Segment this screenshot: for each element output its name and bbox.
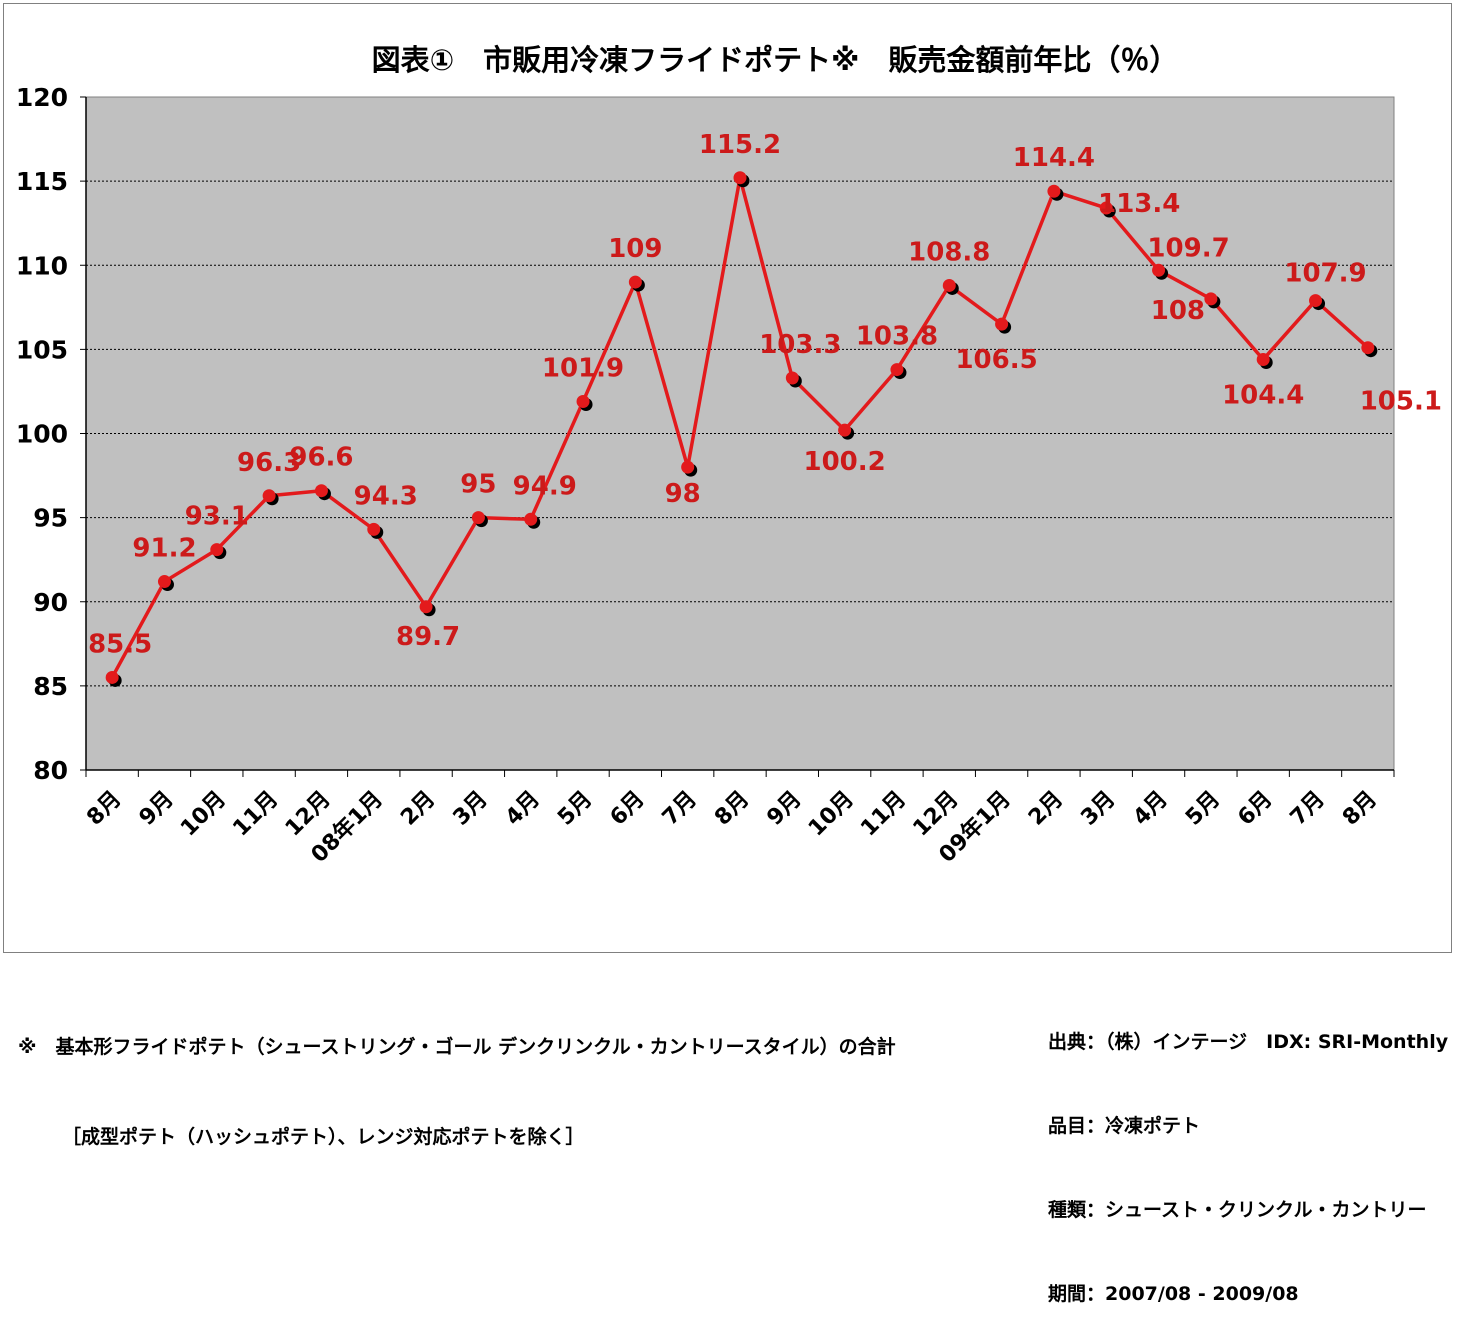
x-tick-label: 2月 bbox=[1024, 787, 1068, 831]
data-point bbox=[419, 600, 433, 614]
data-point bbox=[890, 363, 904, 377]
data-point bbox=[524, 512, 538, 526]
data-label: 96.3 bbox=[237, 448, 301, 478]
data-label: 106.5 bbox=[955, 345, 1037, 375]
line-chart: 図表① 市販用冷凍フライドポテト※ 販売金額前年比（％） 80 85 90 95 100… bbox=[16, 43, 1442, 868]
x-tick-label: 3月 bbox=[1076, 787, 1120, 831]
x-tick-label: 2月 bbox=[396, 787, 440, 831]
chart-frame bbox=[3, 3, 1452, 953]
x-tick-label: 4月 bbox=[501, 787, 545, 831]
x-tick-label: 7月 bbox=[1286, 787, 1330, 831]
data-label: 93.1 bbox=[185, 502, 249, 532]
type-line: 種類：シュースト・クリンクル・カントリー bbox=[1048, 1199, 1427, 1221]
data-point bbox=[576, 395, 590, 409]
x-tick-label: 11月 bbox=[856, 787, 911, 842]
y-tick-label: 80 bbox=[33, 756, 68, 785]
y-tick-label: 120 bbox=[16, 83, 68, 112]
chart-title: 図表① 市販用冷凍フライドポテト※ 販売金額前年比（％） bbox=[372, 43, 1179, 77]
y-tick-label: 100 bbox=[16, 420, 68, 449]
data-label: 108 bbox=[1151, 296, 1205, 326]
data-label: 100.2 bbox=[804, 447, 886, 477]
source-info: 出典：（株）インテージ IDX: SRI-Monthly 品目：冷凍ポテト 種類… bbox=[1048, 972, 1448, 1336]
data-point bbox=[628, 275, 642, 289]
data-label: 105.1 bbox=[1360, 387, 1442, 417]
x-tick-label: 9月 bbox=[135, 787, 179, 831]
data-point bbox=[1047, 184, 1061, 198]
data-point bbox=[314, 484, 328, 498]
data-point bbox=[995, 317, 1009, 331]
data-label: 85.5 bbox=[88, 629, 152, 659]
y-tick-label: 105 bbox=[16, 335, 68, 364]
x-tick-label: 6月 bbox=[1233, 787, 1277, 831]
data-point bbox=[157, 575, 171, 589]
data-point bbox=[1361, 341, 1375, 355]
data-label: 94.9 bbox=[513, 471, 577, 501]
data-label: 107.9 bbox=[1284, 259, 1366, 289]
data-point bbox=[942, 278, 956, 292]
data-point bbox=[471, 511, 485, 525]
x-tick-label: 6月 bbox=[606, 787, 650, 831]
footnote-line-1: ※ 基本形フライドポテト（シューストリング・ゴール デンクリンクル・カントリース… bbox=[18, 1036, 896, 1058]
source-line: 出典：（株）インテージ IDX: SRI-Monthly bbox=[1048, 1031, 1449, 1053]
y-tick-label: 110 bbox=[16, 251, 68, 280]
x-tick-label: 11月 bbox=[228, 787, 283, 842]
data-label: 108.8 bbox=[908, 237, 990, 267]
footnote-line-2: ［成型ポテト（ハッシュポテト）、レンジ対応ポテトを除く］ bbox=[62, 1126, 585, 1148]
data-label: 103.3 bbox=[759, 330, 841, 360]
data-label: 101.9 bbox=[542, 354, 624, 384]
x-tick-label: 10月 bbox=[176, 787, 231, 842]
data-label: 113.4 bbox=[1098, 189, 1180, 219]
footnote: ※ 基本形フライドポテト（シューストリング・ゴール デンクリンクル・カントリース… bbox=[18, 972, 896, 1182]
data-point bbox=[262, 489, 276, 503]
y-tick-label: 85 bbox=[33, 672, 68, 701]
item-line: 品目：冷凍ポテト bbox=[1048, 1115, 1201, 1137]
data-point bbox=[1309, 294, 1323, 308]
data-label: 94.3 bbox=[354, 481, 418, 511]
period-line: 期間：2007/08 - 2009/08 bbox=[1048, 1283, 1299, 1305]
y-tick-label: 95 bbox=[33, 504, 68, 533]
data-point bbox=[733, 171, 747, 185]
x-tick-label: 5月 bbox=[553, 787, 597, 831]
y-tick-label: 90 bbox=[33, 588, 68, 617]
data-label: 98 bbox=[665, 479, 701, 509]
x-tick-label: 7月 bbox=[658, 787, 702, 831]
data-label: 114.4 bbox=[1013, 143, 1095, 173]
data-point bbox=[1099, 201, 1113, 215]
data-point bbox=[785, 371, 799, 385]
data-point bbox=[105, 670, 119, 684]
data-label: 89.7 bbox=[396, 622, 460, 652]
data-label: 109 bbox=[608, 234, 662, 264]
x-tick-label: 4月 bbox=[1129, 787, 1173, 831]
data-point bbox=[210, 543, 224, 557]
x-tick-label: 9月 bbox=[763, 787, 807, 831]
data-label: 103.8 bbox=[856, 322, 938, 352]
x-tick-label: 8月 bbox=[1338, 787, 1382, 831]
data-point bbox=[367, 522, 381, 536]
x-tick-label: 3月 bbox=[449, 787, 493, 831]
x-tick-label: 10月 bbox=[804, 787, 859, 842]
data-point bbox=[838, 423, 852, 437]
data-label: 115.2 bbox=[699, 130, 781, 160]
data-point bbox=[1204, 292, 1218, 306]
data-label: 91.2 bbox=[132, 534, 196, 564]
y-tick-label: 115 bbox=[16, 167, 68, 196]
x-tick-label: 8月 bbox=[82, 787, 126, 831]
data-label: 109.7 bbox=[1147, 233, 1229, 263]
data-label: 95 bbox=[460, 470, 496, 500]
x-tick-label: 8月 bbox=[710, 787, 754, 831]
data-point bbox=[1152, 263, 1166, 277]
data-point bbox=[681, 460, 695, 474]
data-label: 104.4 bbox=[1222, 380, 1304, 410]
data-label: 96.6 bbox=[289, 443, 353, 473]
x-tick-label: 5月 bbox=[1181, 787, 1225, 831]
data-point bbox=[1256, 352, 1270, 366]
